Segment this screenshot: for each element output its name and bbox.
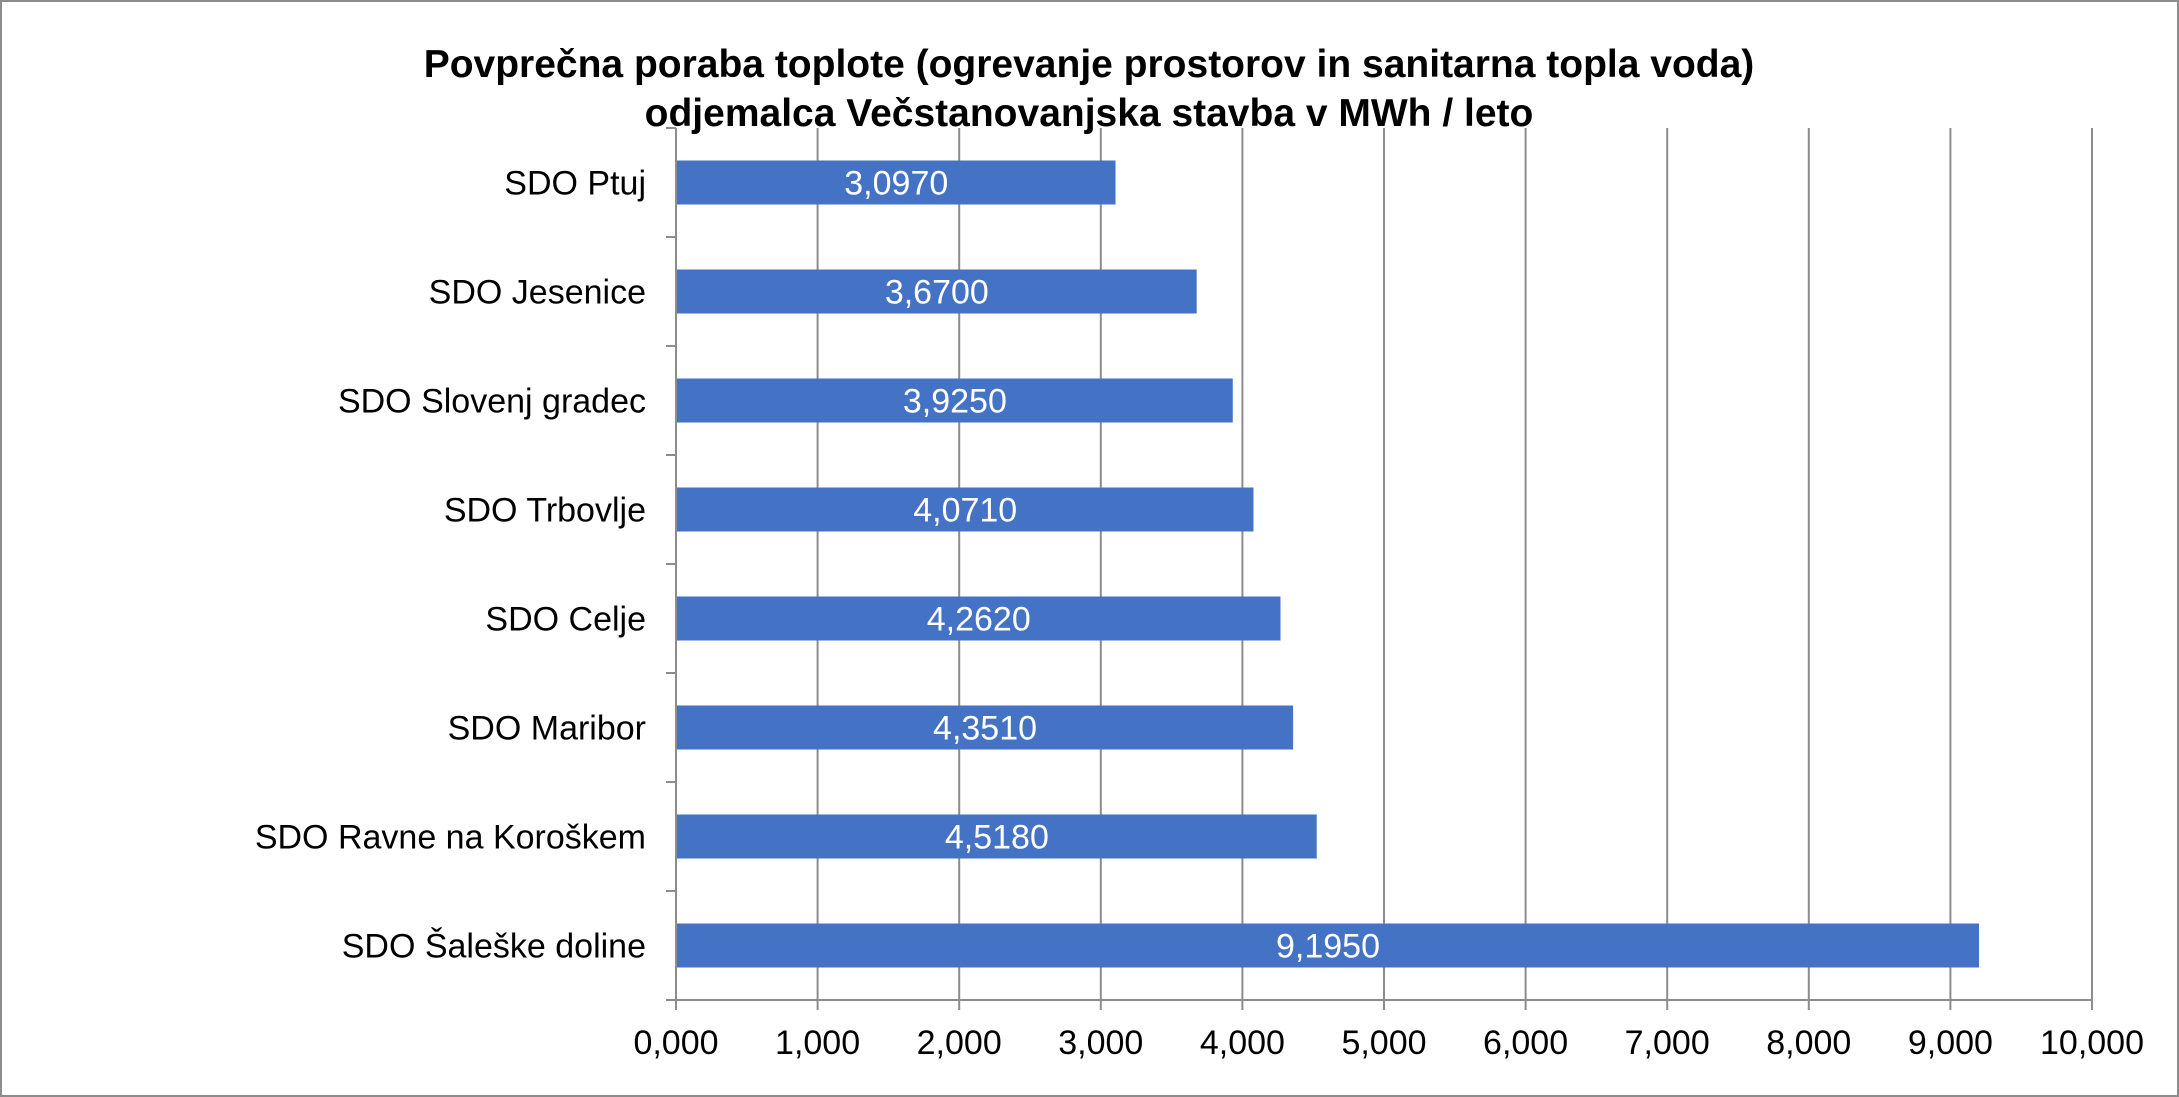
labels: 0,000 1,000 2,000 3,000 4,000 5,000 6,000 7,000…	[255, 165, 2144, 1063]
x-tick-label: 4,000	[1200, 1024, 1285, 1062]
bar	[677, 923, 1980, 968]
category-label: SDO Jesenice	[429, 274, 646, 312]
x-tick-label: 2,000	[917, 1024, 1002, 1062]
data-label: 3,9250	[903, 383, 1007, 421]
x-tick-label: 10,000	[2040, 1024, 2144, 1062]
gridlines	[816, 128, 2093, 1000]
chart-title-line-2: odjemalca Večstanovanjska stavba v MWh /…	[645, 92, 1534, 135]
bar	[677, 487, 1254, 532]
category-label: SDO Trbovlje	[444, 492, 646, 530]
bar	[677, 596, 1281, 641]
data-label: 4,0710	[913, 492, 1017, 530]
data-label: 3,0970	[844, 165, 948, 203]
bar	[677, 705, 1294, 750]
x-tick-label: 7,000	[1625, 1024, 1710, 1062]
category-label: SDO Celje	[485, 601, 646, 639]
data-label: 9,1950	[1276, 928, 1380, 966]
category-label: SDO Ravne na Koroškem	[255, 819, 646, 857]
data-label: 4,5180	[945, 819, 1049, 857]
bars	[677, 160, 1980, 968]
x-tick-label: 3,000	[1058, 1024, 1143, 1062]
data-label: 4,2620	[927, 601, 1031, 639]
chart-title-line-1: Povprečna poraba toplote (ogrevanje pros…	[424, 43, 1755, 86]
axes	[666, 127, 2093, 1010]
x-tick-label: 0,000	[633, 1024, 718, 1062]
x-tick-label: 9,000	[1908, 1024, 1993, 1062]
x-tick-label: 1,000	[775, 1024, 860, 1062]
bar	[677, 160, 1116, 205]
category-label: SDO Maribor	[448, 710, 646, 748]
category-label: SDO Šaleške doline	[342, 928, 646, 966]
bar	[677, 378, 1233, 423]
bar	[677, 814, 1317, 859]
x-tick-label: 5,000	[1341, 1024, 1426, 1062]
category-label: SDO Ptuj	[504, 165, 646, 203]
data-label: 4,3510	[933, 710, 1037, 748]
x-tick-label: 8,000	[1766, 1024, 1851, 1062]
data-label: 3,6700	[885, 274, 989, 312]
x-tick-label: 6,000	[1483, 1024, 1568, 1062]
category-label: SDO Slovenj gradec	[338, 383, 646, 421]
bar	[677, 269, 1197, 314]
